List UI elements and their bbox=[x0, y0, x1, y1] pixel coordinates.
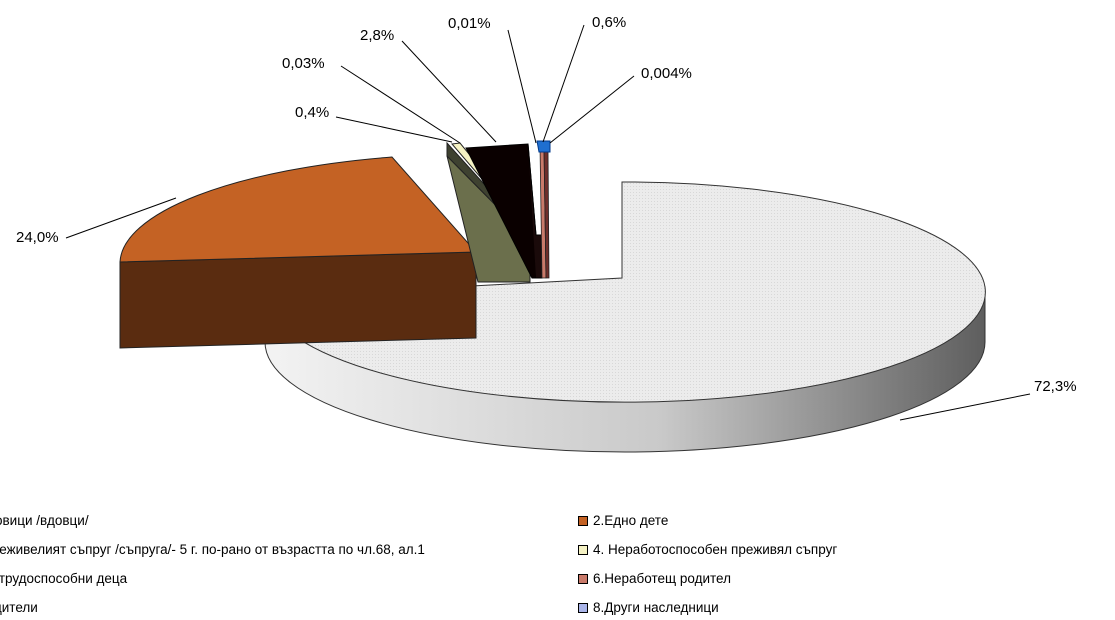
legend-swatch bbox=[578, 515, 588, 526]
legend-item-2: 2.Едно дете bbox=[578, 513, 668, 528]
legend-item-7: 7.Родители bbox=[0, 600, 38, 615]
legend-label: 6.Неработещ родител bbox=[593, 571, 731, 586]
legend-item-5: 5. Нетрудоспособни деца bbox=[0, 571, 127, 586]
data-label-one-child: 24,0% bbox=[16, 229, 59, 246]
legend: 1.Вдовици /вдовци/ 2.Едно дете 3. Прежив… bbox=[0, 506, 1115, 620]
leader-lines bbox=[65, 24, 1031, 421]
legend-swatch bbox=[578, 544, 588, 555]
legend-label: 8.Други наследници bbox=[593, 600, 719, 615]
pie-slice-disabled-children bbox=[465, 143, 543, 279]
data-label-surviving-spouse-early: 0,4% bbox=[295, 104, 329, 121]
legend-swatch bbox=[578, 573, 588, 584]
legend-item-1: 1.Вдовици /вдовци/ bbox=[0, 513, 89, 528]
data-label-disabled-children: 2,8% bbox=[360, 27, 394, 44]
data-label-disabled-spouse: 0,03% bbox=[282, 55, 325, 72]
legend-label: 3. Преживелият съпруг /съпруга/- 5 г. по… bbox=[0, 542, 425, 557]
legend-item-8: 8.Други наследници bbox=[578, 600, 719, 615]
legend-label: 5. Нетрудоспособни деца bbox=[0, 571, 128, 586]
legend-label: 4. Неработоспособен преживял съпруг bbox=[593, 542, 838, 557]
pie-chart: 72,3% 24,0% 0,4% 0,03% 2,8% 0,01% 0,6% 0… bbox=[16, 14, 1077, 453]
legend-label: 2.Едно дете bbox=[593, 513, 669, 528]
pie-slice-other-heirs bbox=[536, 140, 551, 153]
data-label-widows: 72,3% bbox=[1034, 378, 1077, 395]
legend-item-6: 6.Неработещ родител bbox=[578, 571, 731, 586]
legend-item-3: 3. Преживелият съпруг /съпруга/- 5 г. по… bbox=[0, 542, 425, 557]
data-label-parents: 0,004% bbox=[641, 65, 692, 82]
legend-label: 7.Родители bbox=[0, 600, 38, 615]
data-label-unemployed-parent: 0,01% bbox=[448, 15, 491, 32]
legend-label: 1.Вдовици /вдовци/ bbox=[0, 513, 89, 528]
data-label-other-heirs: 0,6% bbox=[592, 14, 626, 31]
legend-swatch bbox=[578, 602, 588, 613]
legend-item-4: 4. Неработоспособен преживял съпруг bbox=[578, 542, 837, 557]
pie-slice-one-child bbox=[119, 156, 478, 349]
